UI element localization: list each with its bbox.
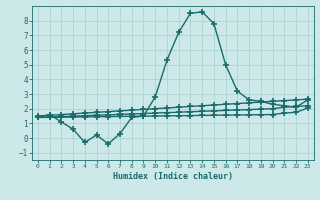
X-axis label: Humidex (Indice chaleur): Humidex (Indice chaleur) [113,172,233,181]
